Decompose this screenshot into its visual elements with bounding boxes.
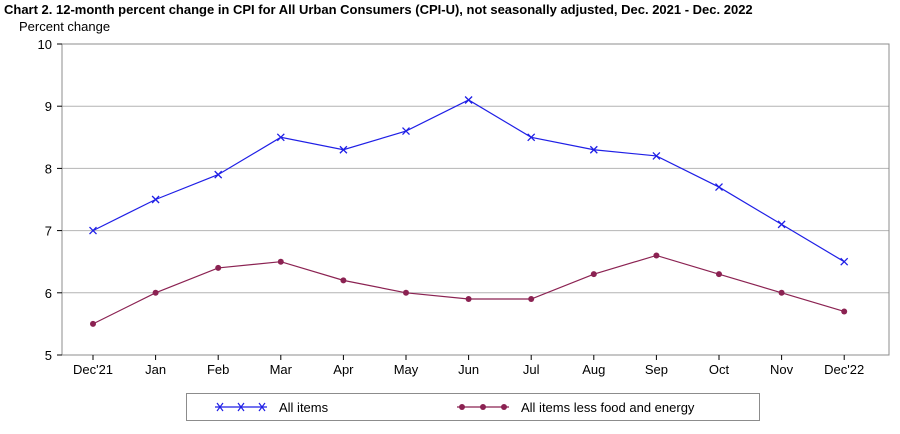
x-tick-label: Aug	[582, 362, 605, 377]
data-point	[214, 170, 223, 179]
y-tick-label: 6	[45, 286, 52, 301]
data-point	[841, 308, 848, 315]
data-point	[89, 226, 97, 235]
y-axis: 5 6 7 8 9 10	[38, 37, 62, 363]
y-tick-label: 5	[45, 348, 52, 363]
legend-label-core: All items less food and energy	[521, 399, 695, 415]
data-point	[215, 264, 222, 271]
data-point	[90, 320, 96, 327]
legend-swatch-all-items	[215, 402, 267, 412]
legend-item-all-items: All items	[213, 394, 328, 420]
data-point	[403, 289, 409, 296]
data-point	[778, 289, 785, 296]
data-point	[589, 145, 598, 154]
x-tick-label: Dec'22	[824, 362, 864, 377]
y-tick-label: 10	[38, 37, 52, 52]
legend: All items All items less food and energy	[186, 393, 760, 421]
legend-label-all-items: All items	[279, 399, 329, 415]
series-line	[92, 254, 845, 325]
legend-swatch-core	[457, 404, 509, 410]
x-tick-label: Dec'21	[73, 362, 113, 377]
y-tick-label: 7	[45, 224, 52, 239]
x-tick-label: Oct	[709, 362, 730, 377]
x-tick-label: Sep	[645, 362, 668, 377]
x-tick-label: Mar	[270, 362, 293, 377]
series-layer	[89, 96, 849, 327]
data-point	[402, 127, 410, 136]
data-point	[653, 252, 660, 259]
series-all-items	[89, 96, 849, 266]
data-point	[464, 96, 473, 104]
y-tick-label: 8	[45, 161, 52, 176]
legend-item-core: All items less food and energy	[455, 394, 694, 420]
x-tick-label: May	[394, 362, 419, 377]
data-point	[777, 220, 786, 229]
data-point	[527, 133, 536, 142]
data-point	[716, 271, 722, 278]
x-axis: Dec'21 Jan Feb Mar Apr May Jun Jul Aug Sep Oct Nov D…	[73, 355, 864, 377]
series-line	[92, 99, 845, 263]
x-tick-label: Feb	[207, 362, 229, 377]
data-point	[840, 257, 849, 266]
x-tick-label: Nov	[770, 362, 794, 377]
x-tick-label: Jan	[145, 362, 166, 377]
plot-frame	[61, 43, 890, 356]
data-point	[590, 271, 597, 278]
data-point	[652, 152, 661, 160]
y-tick-label: 9	[45, 99, 52, 114]
chart-title: Chart 2. 12-month percent change in CPI …	[4, 2, 753, 17]
data-point	[339, 145, 348, 154]
x-tick-label: Jul	[523, 362, 540, 377]
data-point	[528, 296, 535, 303]
data-point	[465, 296, 472, 303]
data-point	[340, 277, 347, 284]
x-tick-label: Apr	[333, 362, 354, 377]
data-point	[151, 195, 160, 204]
data-point	[152, 289, 159, 296]
series-core	[90, 252, 848, 327]
data-point	[715, 183, 723, 192]
x-tick-label: Jun	[458, 362, 479, 377]
data-point	[276, 133, 285, 142]
data-point	[277, 258, 284, 265]
grid-layer	[62, 105, 889, 294]
y-axis-label: Percent change	[19, 19, 111, 34]
